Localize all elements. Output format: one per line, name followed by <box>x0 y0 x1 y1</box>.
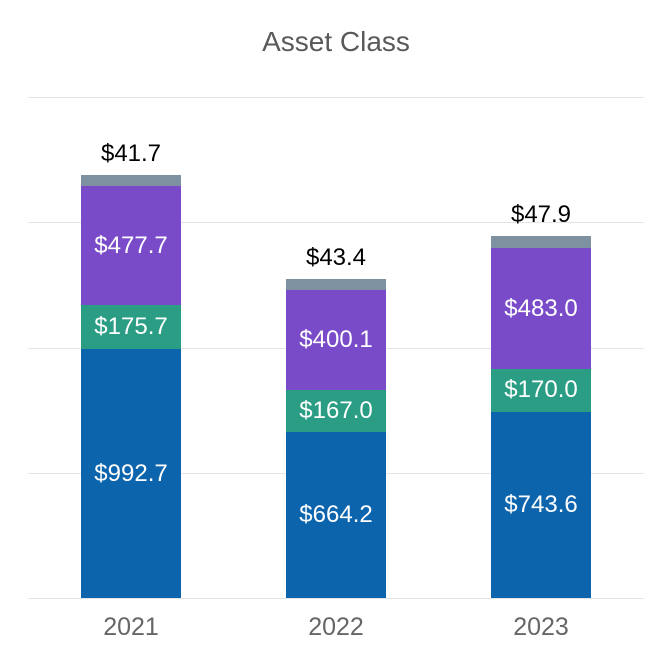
green-segment-2021: $175.7 <box>81 305 181 350</box>
data-label-above-2022: $43.4 <box>305 244 367 271</box>
purple-segment-2023: $483.0 <box>491 248 591 370</box>
gridline-y-0 <box>28 598 644 599</box>
data-label: $992.7 <box>94 459 168 487</box>
x-tick-label-2022: 2022 <box>308 613 364 641</box>
gray-segment-2023 <box>491 236 591 249</box>
data-label: $483.0 <box>504 294 578 322</box>
data-label: $170.0 <box>504 376 578 404</box>
data-label: $477.7 <box>94 231 168 259</box>
green-segment-2022: $167.0 <box>286 389 386 432</box>
purple-segment-2022: $400.1 <box>286 289 386 390</box>
gridline-y-1500 <box>28 222 644 223</box>
purple-segment-2021: $477.7 <box>81 185 181 306</box>
x-tick-label-2021: 2021 <box>103 613 159 641</box>
chart-title: Asset Class <box>262 26 410 57</box>
x-tick-label-2023: 2023 <box>513 613 569 641</box>
gridline-y-2000 <box>28 97 644 98</box>
green-segment-2023: $170.0 <box>491 369 591 412</box>
data-label-above-2023: $47.9 <box>510 201 572 228</box>
blue-segment-2023: $743.6 <box>491 411 591 598</box>
data-label: $664.2 <box>299 500 373 528</box>
gray-segment-2021 <box>81 175 181 186</box>
blue-segment-2021: $992.7 <box>81 349 181 598</box>
blue-segment-2022: $664.2 <box>286 431 386 598</box>
gray-segment-2022 <box>286 278 386 290</box>
data-label-above-2021: $41.7 <box>100 140 162 167</box>
data-label: $175.7 <box>94 313 168 341</box>
data-label: $743.6 <box>504 490 578 518</box>
data-label: $400.1 <box>299 325 373 353</box>
data-label: $167.0 <box>299 396 373 424</box>
